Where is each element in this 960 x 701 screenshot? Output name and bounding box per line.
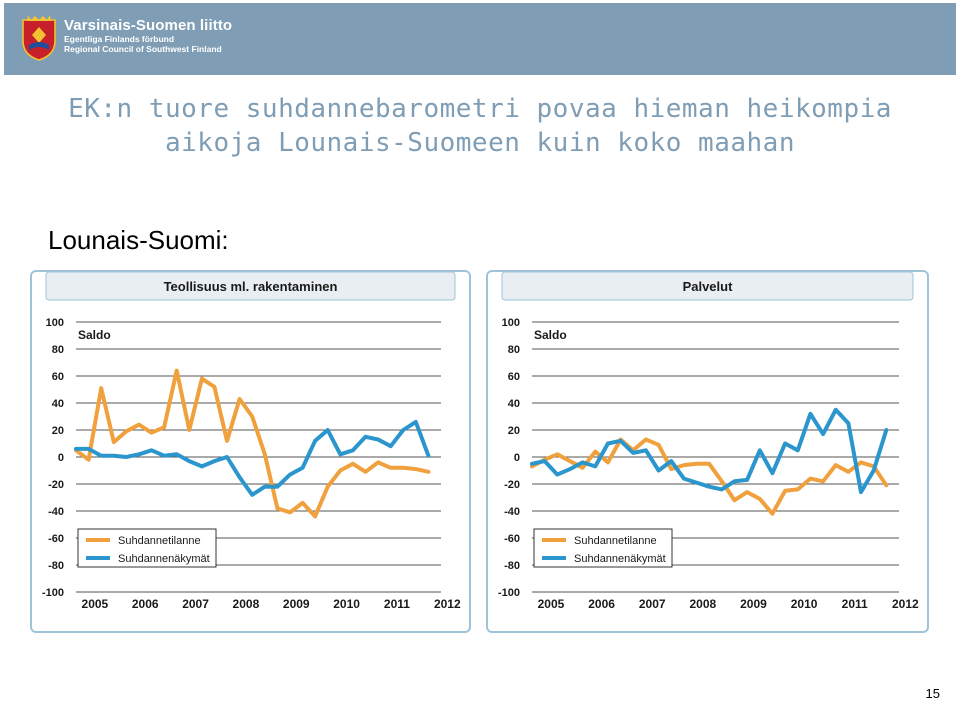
y-tick-label: 20 [508,425,520,437]
x-tick-label: 2012 [892,597,919,611]
chart-title: Palvelut [683,279,734,294]
series-line-suhdannetilanne [74,368,431,519]
x-tick-label: 2008 [689,597,716,611]
y-tick-label: 20 [52,425,64,437]
coat-of-arms-icon [22,15,56,61]
y-tick-label: 100 [46,317,64,329]
y-tick-label: -60 [48,533,64,545]
x-tick-label: 2011 [842,597,868,611]
org-name: Varsinais-Suomen liitto [64,17,233,34]
page-number: 15 [925,686,940,701]
legend-label: Suhdannetilanne [118,535,201,547]
y-tick-label: 80 [52,344,64,356]
x-tick-label: 2005 [82,597,109,611]
y-axis-label: Saldo [534,328,567,342]
x-tick-label: 2008 [233,597,260,611]
slide-title-line-2: aikoja Lounais-Suomeen kuin koko maahan [165,128,795,158]
legend-box [77,528,217,568]
chart-title-bar [45,271,456,301]
y-tick-label: 100 [502,317,520,329]
chart-title-bar [501,271,914,301]
x-tick-label: 2006 [588,597,615,611]
org-name-swedish: Egentliga Finlands förbund [64,34,175,44]
series-line-suhdannenakymat [74,419,431,497]
y-tick-label: -100 [498,587,520,599]
header-banner: Varsinais-Suomen liitto Egentliga Finlan… [4,3,956,75]
x-tick-label: 2009 [283,597,310,611]
legend-label: Suhdannetilanne [574,535,657,547]
x-tick-label: 2010 [791,597,818,611]
y-tick-label: -20 [504,479,520,491]
x-tick-label: 2011 [384,597,410,611]
y-axis-label: Saldo [78,328,111,342]
section-heading: Lounais-Suomi: [48,225,229,255]
organization-logo-text: Varsinais-Suomen liitto Egentliga Finlan… [64,17,232,54]
chart-panel-frame [486,270,929,633]
x-tick-label: 2009 [740,597,767,611]
legend-box [533,528,673,568]
x-tick-label: 2012 [434,597,461,611]
slide-title-line-1: EK:n tuore suhdannebarometri povaa hiema… [68,94,892,124]
legend-label: Suhdannenäkymät [574,553,666,565]
slide-title: EK:n tuore suhdannebarometri povaa hiema… [0,92,960,160]
y-tick-label: 60 [508,371,520,383]
x-tick-label: 2007 [182,597,209,611]
chart-title: Teollisuus ml. rakentaminen [164,279,338,294]
x-tick-label: 2007 [639,597,666,611]
chart-teollisuus: Teollisuus ml. rakentaminen 100 80 60 40 20 0 -… [30,270,471,633]
y-tick-label: -80 [504,560,520,572]
y-tick-label: 0 [514,452,520,464]
chart-palvelut: Palvelut 100 80 60 40 20 0 -20 -40 -60 -80 -100 Sald… [486,270,929,633]
x-tick-label: 2005 [538,597,565,611]
y-tick-label: -60 [504,533,520,545]
x-tick-label: 2006 [132,597,159,611]
y-tick-label: 40 [508,398,520,410]
y-tick-label: -20 [48,479,64,491]
series-line-suhdannetilanne [530,437,889,516]
y-tick-label: -40 [504,506,520,518]
y-tick-label: -80 [48,560,64,572]
y-tick-label: 60 [52,371,64,383]
x-tick-label: 2010 [333,597,360,611]
legend-label: Suhdannenäkymät [118,553,210,565]
org-name-english: Regional Council of Southwest Finland [64,44,222,54]
y-tick-label: -100 [42,587,64,599]
y-tick-label: 80 [508,344,520,356]
y-tick-label: -40 [48,506,64,518]
y-tick-label: 0 [58,452,64,464]
series-line-suhdannenakymat [530,407,889,495]
y-tick-label: 40 [52,398,64,410]
